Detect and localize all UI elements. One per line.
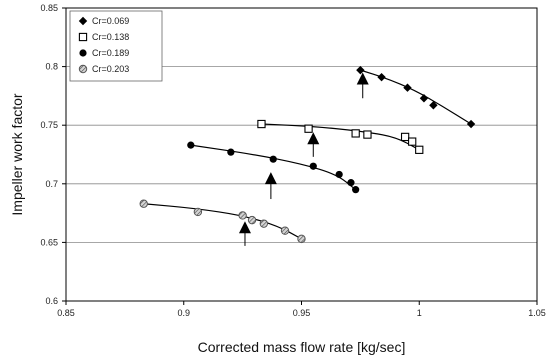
diamond-marker xyxy=(356,65,365,75)
hatched-circle-marker xyxy=(247,215,257,225)
series-fit-line xyxy=(360,69,472,125)
series-fit-line xyxy=(143,203,302,240)
hatched-circle-marker xyxy=(193,207,203,217)
arrow-head xyxy=(356,72,369,85)
series-fit-line xyxy=(261,123,420,151)
y-tick-label: 0.75 xyxy=(40,120,58,130)
x-tick-label: 0.9 xyxy=(177,308,190,318)
y-tick-label: 0.6 xyxy=(45,296,58,306)
y-axis-title: Impeller work factor xyxy=(9,93,25,215)
square-marker xyxy=(363,130,372,139)
square-marker xyxy=(257,119,266,129)
circle-marker xyxy=(347,179,355,187)
y-tick-label: 0.65 xyxy=(40,237,58,247)
y-tick-label: 0.85 xyxy=(40,3,58,13)
hatched-circle-marker xyxy=(78,64,88,74)
hatched-circle-marker xyxy=(238,211,247,220)
circle-marker xyxy=(187,141,195,149)
x-tick-label: 1.05 xyxy=(528,308,546,318)
legend: Cr=0.069 Cr=0.138 Cr=0.189 Cr=0.203 xyxy=(69,10,163,82)
diamond-marker xyxy=(429,101,438,110)
circle-marker xyxy=(309,162,317,170)
circle-marker xyxy=(269,155,277,163)
diamond-marker xyxy=(403,83,412,92)
hatched-circle-marker xyxy=(259,219,269,228)
x-tick-label: 0.85 xyxy=(57,308,75,318)
series-fit-line xyxy=(190,144,357,191)
y-tick-label: 0.7 xyxy=(45,179,58,189)
x-axis-title: Corrected mass flow rate [kg/sec] xyxy=(198,339,406,355)
arrow-head xyxy=(264,172,277,185)
circle-marker xyxy=(227,148,235,156)
axis-ticks: 0.6 0.65 0.7 0.75 0.8 0.85 0.85 0.9 0.95 1 1.05 xyxy=(40,3,545,318)
diamond-marker xyxy=(419,94,429,103)
diamond-marker xyxy=(78,16,88,26)
arrow-head xyxy=(307,132,320,145)
hatched-circle-marker xyxy=(280,226,290,235)
legend-entry-label: Cr=0.138 xyxy=(92,32,129,42)
circle-marker xyxy=(352,186,360,194)
square-marker xyxy=(351,129,360,138)
fit-lines xyxy=(143,69,472,240)
square-marker xyxy=(78,32,88,42)
grid-layer xyxy=(66,66,537,243)
data-markers xyxy=(139,65,476,244)
x-tick-label: 1 xyxy=(417,308,422,318)
arrow-head xyxy=(238,221,251,234)
arrow-annotations xyxy=(238,72,369,246)
y-tick-label: 0.8 xyxy=(45,62,58,72)
diamond-marker xyxy=(377,72,386,82)
diamond-marker xyxy=(466,119,476,129)
square-marker xyxy=(408,137,417,146)
legend-entry-label: Cr=0.069 xyxy=(92,16,129,26)
legend-entry-label: Cr=0.203 xyxy=(92,64,129,74)
square-marker xyxy=(415,145,424,154)
x-tick-label: 0.95 xyxy=(293,308,311,318)
circle-marker xyxy=(335,170,343,179)
circle-marker xyxy=(79,49,87,57)
hatched-circle-marker xyxy=(139,199,148,208)
legend-entry-label: Cr=0.189 xyxy=(92,48,129,58)
hatched-circle-marker xyxy=(297,234,306,244)
square-marker xyxy=(304,124,313,133)
square-marker xyxy=(400,132,410,142)
